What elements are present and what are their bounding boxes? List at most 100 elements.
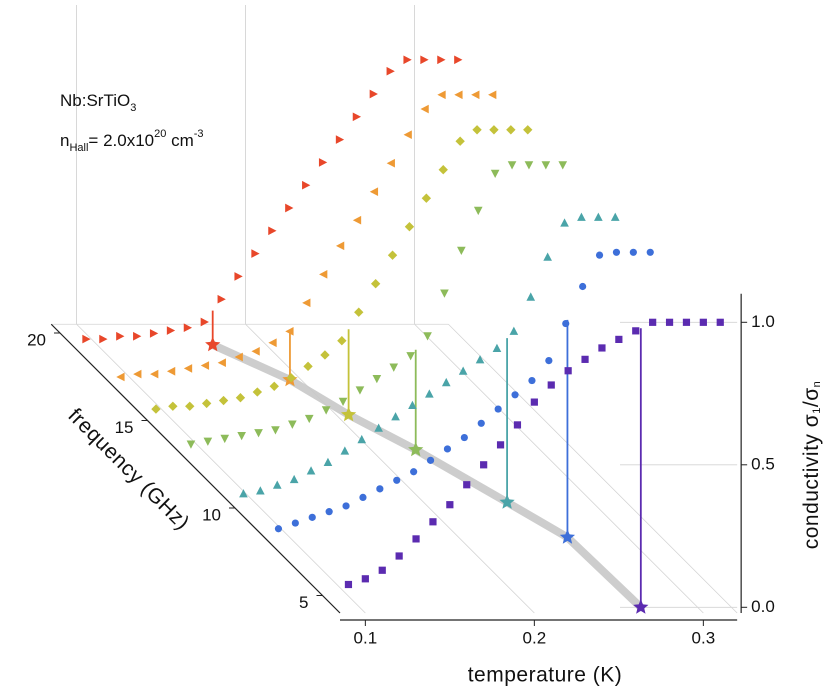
annotation-superscript: -3 — [194, 128, 204, 140]
tc-line — [208, 340, 645, 612]
data-point — [649, 318, 657, 326]
z-tick-label: 20 — [27, 330, 46, 349]
data-point — [203, 437, 213, 446]
data-point — [116, 331, 125, 341]
data-point — [530, 398, 538, 406]
data-point — [150, 369, 159, 379]
data-point — [304, 414, 314, 424]
data-point — [185, 401, 195, 411]
data-point — [251, 346, 260, 356]
data-point — [354, 307, 364, 317]
data-point — [404, 222, 415, 232]
z-axis-line — [50, 323, 341, 614]
plot-area — [82, 55, 724, 614]
data-point — [595, 251, 604, 259]
data-point — [403, 55, 412, 65]
data-point — [612, 248, 621, 256]
tc-star — [559, 529, 576, 544]
data-point — [268, 226, 277, 236]
tc-star — [205, 336, 221, 352]
data-point — [490, 169, 500, 179]
data-point — [166, 326, 176, 335]
data-point — [471, 90, 480, 100]
data-point — [370, 279, 381, 289]
data-point — [511, 391, 519, 399]
data-point — [460, 433, 468, 442]
data-point — [133, 331, 142, 341]
data-point — [421, 193, 432, 203]
data-point — [133, 369, 142, 379]
data-point — [288, 420, 297, 429]
data-point — [438, 165, 448, 175]
data-point — [151, 404, 161, 414]
data-point — [200, 361, 210, 370]
data-point — [237, 431, 246, 441]
data-point — [183, 364, 193, 373]
data-point — [560, 218, 569, 227]
data-point — [629, 248, 637, 256]
data-point — [168, 401, 178, 411]
data-point — [395, 552, 403, 560]
data-point — [359, 493, 367, 501]
data-point — [423, 332, 432, 341]
y-tick-label: 0.5 — [751, 454, 775, 473]
annotation-superscript: 20 — [154, 128, 166, 140]
data-point — [306, 466, 316, 475]
data-point — [355, 386, 365, 395]
data-point — [201, 398, 212, 409]
data-point — [149, 329, 159, 338]
data-point — [323, 457, 333, 466]
data-point — [372, 374, 382, 384]
data-point — [610, 212, 620, 221]
y-axis-label: conductivity σ1/σn — [800, 381, 823, 550]
data-point — [337, 336, 347, 346]
data-point — [321, 406, 331, 415]
data-point — [361, 575, 369, 583]
data-point — [239, 489, 248, 498]
data-point — [303, 361, 313, 372]
data-point — [318, 158, 328, 167]
annotation-text: Nb:SrTiO — [60, 91, 130, 110]
data-point — [386, 66, 395, 76]
series — [186, 161, 568, 457]
data-point — [218, 395, 229, 406]
data-point — [472, 125, 482, 135]
data-point — [463, 481, 471, 489]
data-point — [665, 318, 674, 326]
data-point — [406, 352, 415, 361]
data-point — [488, 90, 497, 100]
data-point — [473, 206, 483, 216]
data-point — [408, 400, 417, 409]
data-point — [234, 352, 243, 362]
data-point — [82, 334, 91, 344]
data-point — [699, 318, 707, 326]
data-point — [506, 125, 516, 135]
data-point — [272, 480, 282, 489]
data-point — [458, 366, 468, 375]
data-point — [457, 246, 466, 255]
data-point — [235, 393, 246, 403]
data-point — [454, 55, 463, 65]
annotation-text: n — [60, 131, 69, 150]
data-point — [528, 376, 536, 385]
data-point — [716, 318, 724, 326]
series — [344, 318, 724, 614]
data-point — [217, 358, 226, 368]
data-point — [594, 212, 603, 221]
data-point — [220, 434, 230, 444]
data-point — [389, 363, 399, 372]
data-point — [269, 381, 279, 391]
annotation-material: Nb:SrTiO3 — [60, 91, 136, 113]
data-point — [558, 161, 568, 170]
data-point — [391, 412, 400, 421]
data-point — [252, 387, 263, 397]
y-label-subscript: n — [811, 381, 823, 388]
data-point — [308, 513, 316, 521]
data-point — [344, 580, 353, 589]
data-point — [271, 426, 280, 435]
data-point — [489, 125, 499, 135]
data-point — [352, 112, 362, 122]
data-point — [342, 502, 350, 510]
x-axis-label: temperature (K) — [468, 664, 623, 687]
data-point — [357, 434, 367, 444]
